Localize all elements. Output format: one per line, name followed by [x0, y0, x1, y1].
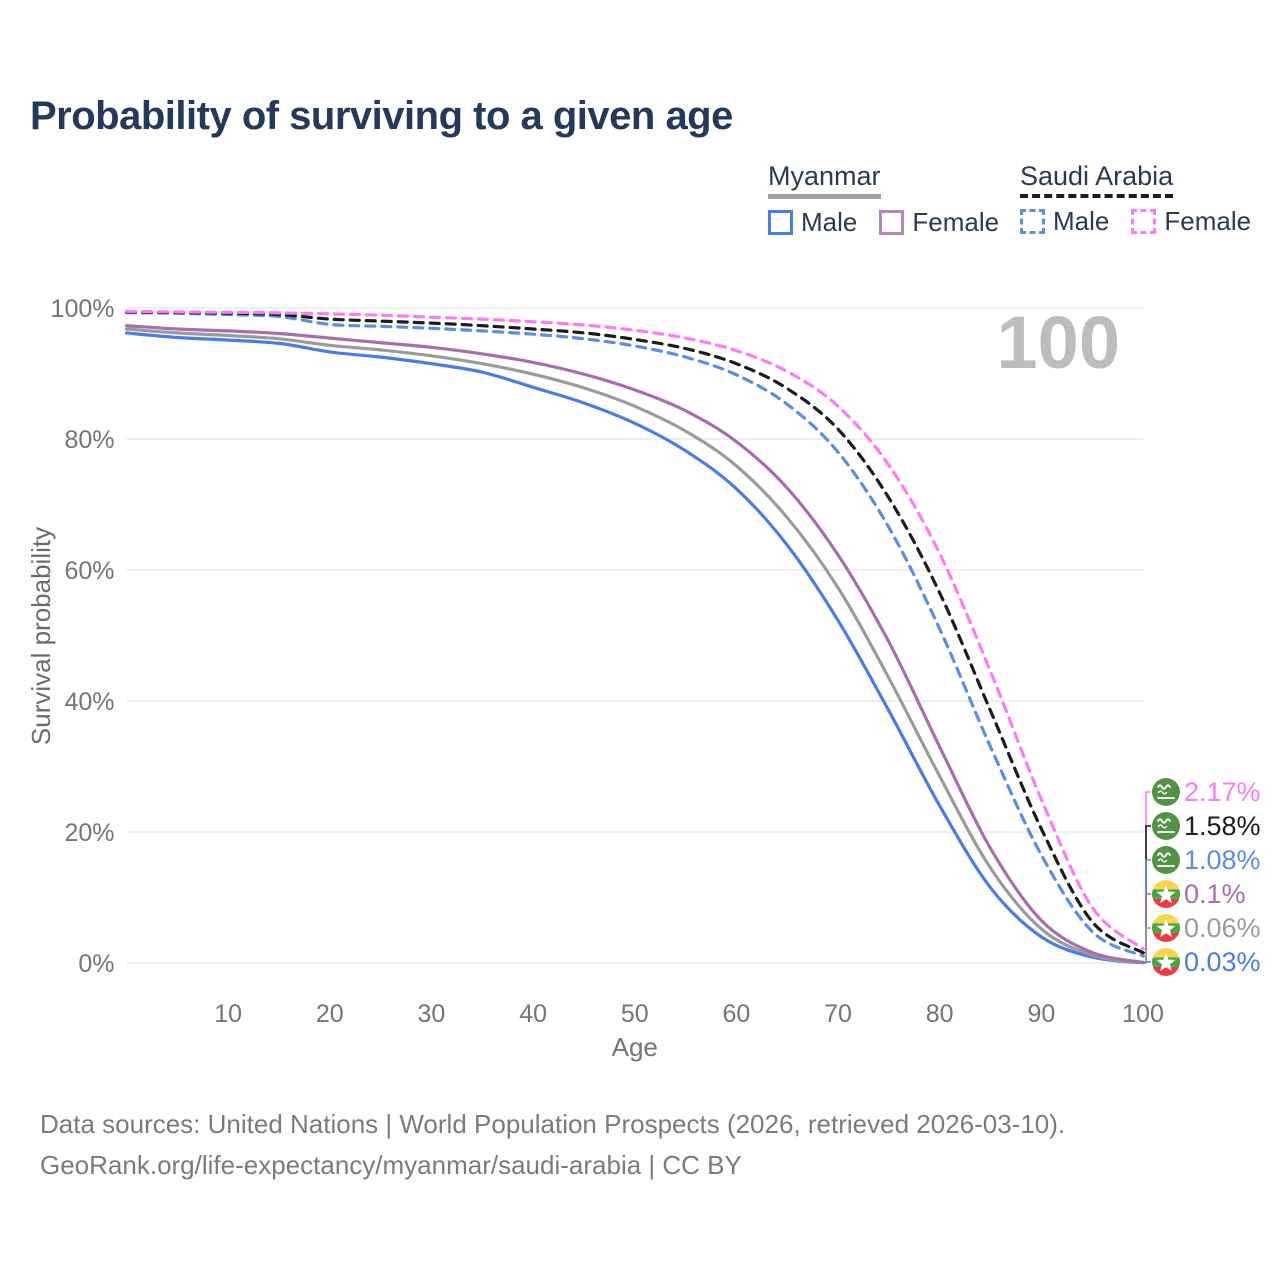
series-line-myanmar-male[interactable]: [124, 331, 1145, 965]
legend-items-saudi-arabia: Male Female: [1020, 206, 1273, 237]
series-line-saudi-arabia-female[interactable]: [124, 309, 1145, 951]
legend-items-myanmar: Male Female: [768, 207, 1021, 238]
legend-group-title-myanmar: Myanmar: [768, 161, 881, 199]
legend-group-title-saudi-arabia: Saudi Arabia: [1020, 161, 1174, 198]
end-label-myanmar-female[interactable]: 0.1%: [1184, 879, 1246, 909]
myanmar-flag-icon: [1152, 948, 1180, 976]
series-line-myanmar-both-sexes[interactable]: [124, 327, 1145, 965]
myanmar-flag-icon: [1152, 880, 1180, 908]
end-label-connector: [1143, 791, 1151, 950]
legend-group-saudi-arabia: Saudi Arabia Male Female: [1020, 161, 1273, 237]
flag-script: [1157, 852, 1171, 858]
legend-item-label: Male: [801, 206, 858, 237]
x-tick-label: 10: [214, 1000, 242, 1028]
end-label-saudi-arabia-female[interactable]: 2.17%: [1184, 777, 1261, 807]
legend-item-myanmar-female[interactable]: Female: [879, 207, 999, 238]
x-tick-label: 60: [722, 1000, 750, 1028]
y-tick-label: 80%: [64, 426, 114, 454]
legend-item-label: Male: [1053, 205, 1110, 236]
end-label-flag: [1152, 812, 1180, 840]
end-label-connector: [1143, 961, 1151, 964]
end-label-flag: [1152, 846, 1180, 874]
y-tick-label: 0%: [78, 950, 114, 978]
series-line-saudi-arabia-male[interactable]: [124, 311, 1145, 958]
x-tick-label: 30: [418, 1000, 446, 1028]
y-tick-label: 40%: [64, 688, 114, 716]
end-label-flag: [1152, 948, 1180, 976]
end-label-connector: [1143, 927, 1151, 964]
footer: Data sources: United Nations | World Pop…: [40, 1104, 1065, 1186]
myanmar-flag-icon: [1152, 914, 1180, 942]
flag-script: [1157, 824, 1168, 829]
myanmar-male-swatch-icon: [768, 209, 793, 235]
saudi-arabia-flag-icon: [1152, 846, 1180, 874]
saudi-arabia-flag-icon: [1152, 812, 1180, 840]
watermark-100: 100: [997, 301, 1120, 384]
data-source-line: Data sources: United Nations | World Pop…: [40, 1109, 1066, 1139]
saudi-male-swatch-icon: [1020, 208, 1045, 234]
legend-group-myanmar: Myanmar Male Female: [768, 161, 1021, 238]
y-axis-title: Survival probability: [26, 527, 56, 745]
end-label-flag: [1152, 880, 1180, 908]
legend-item-label: Female: [1164, 205, 1252, 236]
flag-script: [1157, 790, 1168, 795]
x-tick-label: 40: [519, 1000, 547, 1028]
legend-item-saudi-female[interactable]: Female: [1131, 206, 1251, 237]
legend-item-saudi-male[interactable]: Male: [1020, 206, 1109, 237]
flag-star: [1156, 953, 1176, 972]
end-label-myanmar-male[interactable]: 0.03%: [1184, 947, 1261, 977]
x-axis-title: Age: [612, 1032, 658, 1062]
flag-script: [1157, 784, 1171, 790]
x-tick-label: 50: [621, 1000, 649, 1028]
flag-star: [1156, 919, 1176, 938]
end-label-saudi-arabia-male[interactable]: 1.08%: [1184, 845, 1261, 875]
end-label-connector: [1143, 859, 1151, 957]
saudi-female-swatch-icon: [1131, 208, 1157, 234]
end-label-saudi-arabia-both-sexes[interactable]: 1.58%: [1184, 811, 1261, 841]
x-tick-label: 70: [824, 1000, 852, 1028]
y-tick-label: 100%: [51, 295, 115, 323]
attribution-line: GeoRank.org/life-expectancy/myanmar/saud…: [40, 1150, 742, 1180]
x-tick-label: 80: [926, 1000, 954, 1028]
flag-star: [1156, 885, 1176, 904]
end-label-myanmar-both-sexes[interactable]: 0.06%: [1184, 913, 1261, 943]
flag-script: [1157, 818, 1171, 824]
page-title: Probability of surviving to a given age: [30, 94, 733, 138]
x-tick-label: 20: [316, 1000, 344, 1028]
x-tick-label: 90: [1027, 1000, 1055, 1028]
series-line-myanmar-female[interactable]: [124, 324, 1145, 964]
x-tick-label: 100: [1122, 1000, 1164, 1028]
saudi-arabia-flag-icon: [1152, 778, 1180, 806]
legend-item-label: Female: [912, 206, 1000, 237]
legend-item-myanmar-male[interactable]: Male: [768, 207, 857, 238]
myanmar-female-swatch-icon: [879, 209, 905, 235]
end-label-flag: [1152, 914, 1180, 942]
end-label-connector: [1143, 825, 1151, 954]
end-label-flag: [1152, 778, 1180, 806]
series-line-saudi-arabia-both-sexes[interactable]: [124, 310, 1145, 955]
flag-script: [1157, 858, 1168, 863]
y-tick-label: 60%: [64, 557, 114, 585]
y-tick-label: 20%: [64, 819, 114, 847]
